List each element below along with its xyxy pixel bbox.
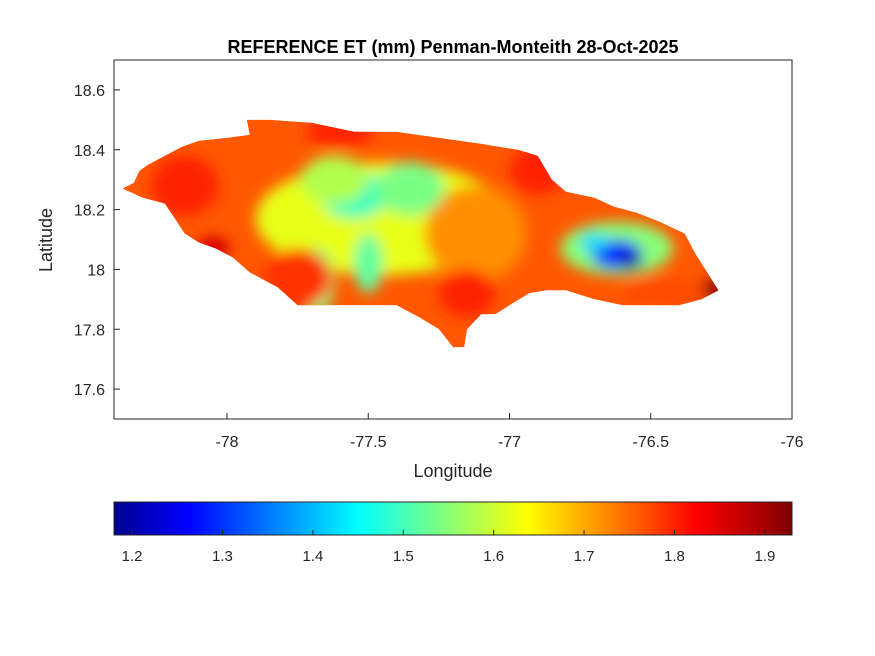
colorbar-tick-label: 1.3 [212,548,233,565]
y-tick-label: 18.6 [74,83,105,100]
map-plot-area [122,119,719,348]
x-tick-label: -76.5 [633,434,670,451]
y-tick-label: 18.4 [74,143,105,160]
et-field [150,119,719,318]
y-axis: 18.6 18.4 18.2 18 17.8 17.6 [74,83,120,399]
y-tick-label: 17.8 [74,322,105,339]
x-tick-label: -76 [780,434,803,451]
et-region-18 [622,278,708,309]
colorbar-tick-label: 1.8 [664,548,685,565]
et-region-10 [580,233,609,252]
colorbar: 1.2 1.3 1.4 1.5 1.6 1.7 1.8 1.9 [113,501,793,565]
colorbar-gradient [113,501,793,536]
colorbar-tick-label: 1.7 [574,548,595,565]
x-tick-label: -77 [498,434,521,451]
x-axis-label: Longitude [413,461,492,481]
colorbar-tick-label: 1.6 [483,548,504,565]
y-tick-label: 18.2 [74,203,105,220]
colorbar-tick-label: 1.9 [754,548,775,565]
y-tick-label: 18 [87,262,105,279]
colorbar-tick-label: 1.2 [122,548,143,565]
et-region-3 [376,161,445,216]
et-region-4 [300,155,369,204]
colorbar-tick-label: 1.4 [302,548,323,565]
map-title: REFERENCE ET (mm) Penman-Monteith 28-Oct… [227,37,678,57]
x-tick-label: -77.5 [350,434,387,451]
et-region-12 [150,155,219,216]
et-region-9 [619,251,643,270]
x-tick-label: -78 [215,434,238,451]
colorbar-tick-label: 1.5 [393,548,414,565]
y-tick-label: 17.6 [74,382,105,399]
y-axis-label: Latitude [36,208,56,272]
et-region-14 [438,269,496,318]
et-region-6 [354,233,383,294]
x-axis: -78 -77.5 -77 -76.5 -76 [215,413,804,451]
colorbar-ticks: 1.2 1.3 1.4 1.5 1.6 1.7 1.8 1.9 [122,530,775,565]
et-region-1 [424,185,527,282]
